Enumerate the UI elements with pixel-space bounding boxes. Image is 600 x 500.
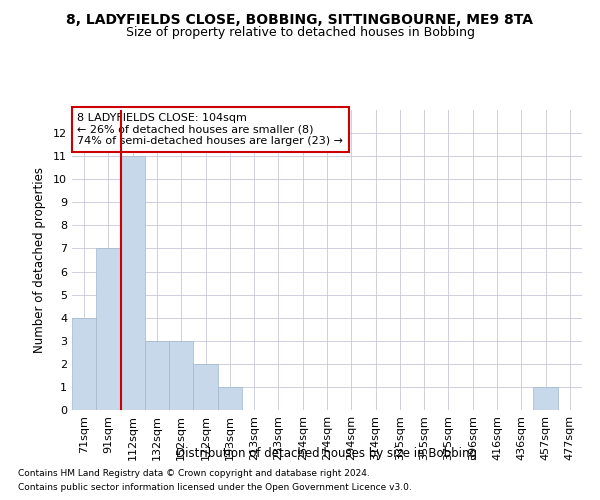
Y-axis label: Number of detached properties: Number of detached properties xyxy=(33,167,46,353)
Text: 8 LADYFIELDS CLOSE: 104sqm
← 26% of detached houses are smaller (8)
74% of semi-: 8 LADYFIELDS CLOSE: 104sqm ← 26% of deta… xyxy=(77,113,343,146)
Text: Size of property relative to detached houses in Bobbing: Size of property relative to detached ho… xyxy=(125,26,475,39)
Bar xyxy=(121,156,145,410)
Bar xyxy=(533,387,558,410)
Bar xyxy=(72,318,96,410)
Text: Distribution of detached houses by size in Bobbing: Distribution of detached houses by size … xyxy=(176,448,478,460)
Bar xyxy=(96,248,121,410)
Bar xyxy=(145,341,169,410)
Text: Contains HM Land Registry data © Crown copyright and database right 2024.: Contains HM Land Registry data © Crown c… xyxy=(18,468,370,477)
Text: Contains public sector information licensed under the Open Government Licence v3: Contains public sector information licen… xyxy=(18,484,412,492)
Text: 8, LADYFIELDS CLOSE, BOBBING, SITTINGBOURNE, ME9 8TA: 8, LADYFIELDS CLOSE, BOBBING, SITTINGBOU… xyxy=(67,12,533,26)
Bar xyxy=(193,364,218,410)
Bar xyxy=(218,387,242,410)
Bar xyxy=(169,341,193,410)
